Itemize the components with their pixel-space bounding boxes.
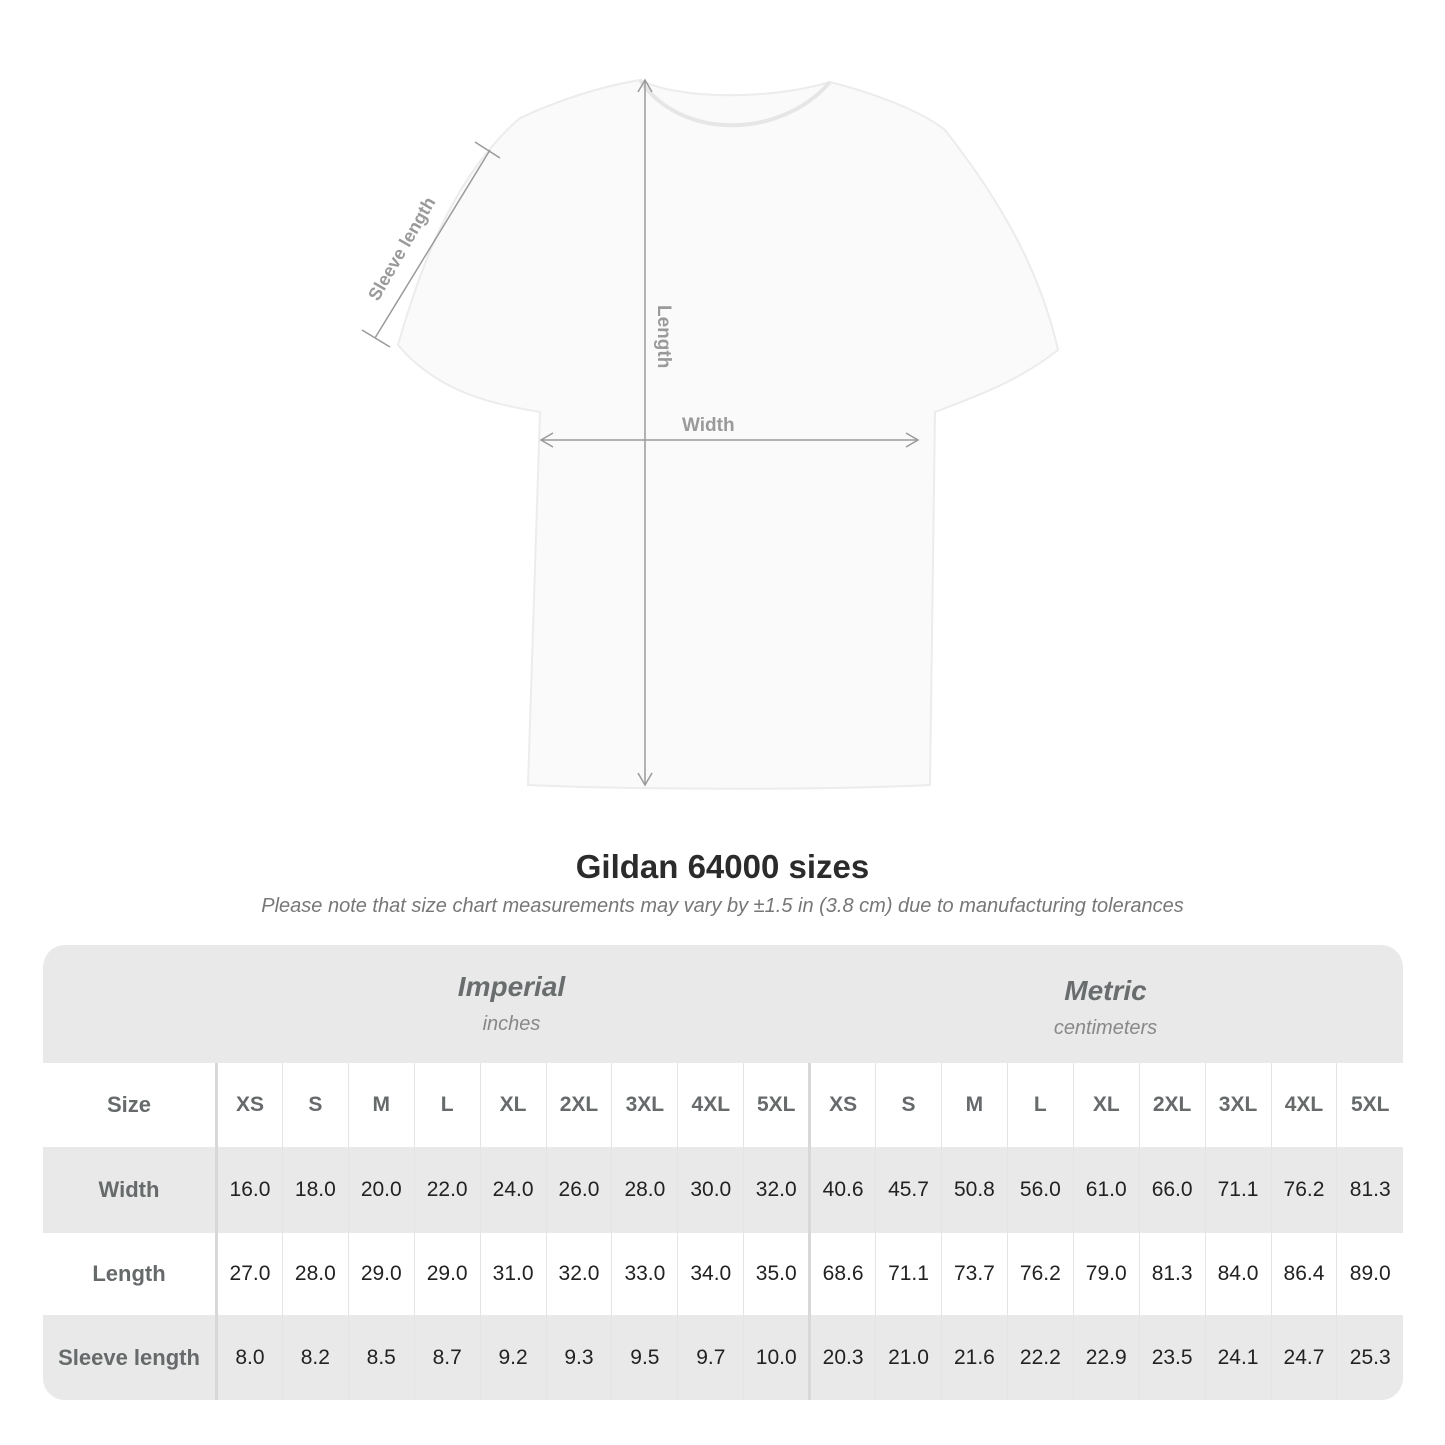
imperial-value: 9.2 <box>479 1315 547 1400</box>
imperial-size-xl: XL <box>479 1063 547 1147</box>
size-table-grid: Size XS S M L XL 2XL 3XL 4XL 5XL XS S M L XL 2XL 3XL 4XL 5… <box>43 1063 1403 1400</box>
imperial-value: 9.5 <box>611 1315 678 1400</box>
metric-size-4xl: 4XL <box>1270 1063 1337 1147</box>
row-label: Width <box>43 1147 218 1233</box>
metric-value: 76.2 <box>1006 1233 1074 1315</box>
imperial-value: 10.0 <box>743 1315 810 1400</box>
imperial-value: 28.0 <box>611 1147 678 1233</box>
imperial-value: 16.0 <box>216 1147 283 1233</box>
imperial-header: Imperial inches <box>215 945 808 1063</box>
imperial-value: 24.0 <box>479 1147 547 1233</box>
imperial-heading: Imperial <box>457 971 566 1002</box>
imperial-value: 35.0 <box>743 1233 810 1315</box>
metric-value: 20.3 <box>808 1315 876 1400</box>
metric-header: Metric centimeters <box>808 945 1403 1063</box>
tshirt-diagram: Sleeve length Length Width <box>361 78 1060 790</box>
metric-value: 24.1 <box>1204 1315 1271 1400</box>
metric-size-xs: XS <box>808 1063 876 1147</box>
tolerance-note: Please note that size chart measurements… <box>261 895 1184 917</box>
metric-value: 81.3 <box>1138 1233 1206 1315</box>
tshirt-image <box>396 78 1060 790</box>
metric-value: 45.7 <box>875 1147 942 1233</box>
size-label: Size <box>43 1063 218 1147</box>
metric-size-5xl: 5XL <box>1336 1063 1403 1147</box>
metric-value: 66.0 <box>1138 1147 1206 1233</box>
imperial-value: 8.0 <box>216 1315 283 1400</box>
imperial-value: 9.3 <box>545 1315 612 1400</box>
imperial-value: 28.0 <box>281 1233 349 1315</box>
imperial-value: 32.0 <box>743 1147 810 1233</box>
metric-value: 24.7 <box>1270 1315 1337 1400</box>
table-row: Sleeve length 8.0 8.2 8.5 8.7 9.2 9.3 9.5 9.7 10.… <box>43 1315 1403 1400</box>
imperial-value: 22.0 <box>413 1147 481 1233</box>
imperial-value: 8.7 <box>413 1315 481 1400</box>
metric-value: 79.0 <box>1072 1233 1140 1315</box>
imperial-size-4xl: 4XL <box>677 1063 744 1147</box>
metric-size-xl: XL <box>1072 1063 1140 1147</box>
table-row: Length 27.0 28.0 29.0 29.0 31.0 32.0 33.0 34.0 35… <box>43 1233 1403 1315</box>
metric-size-l: L <box>1006 1063 1074 1147</box>
metric-value: 89.0 <box>1336 1233 1403 1315</box>
imperial-value: 26.0 <box>545 1147 612 1233</box>
row-label: Length <box>43 1233 218 1315</box>
metric-value: 50.8 <box>940 1147 1008 1233</box>
metric-value: 71.1 <box>1204 1147 1271 1233</box>
imperial-size-xs: XS <box>216 1063 283 1147</box>
size-table: Imperial inches Metric centimeters Size X… <box>43 945 1403 1400</box>
imperial-unit: inches <box>482 1013 541 1035</box>
imperial-value: 31.0 <box>479 1233 547 1315</box>
metric-value: 56.0 <box>1006 1147 1074 1233</box>
metric-value: 76.2 <box>1270 1147 1337 1233</box>
imperial-size-m: M <box>347 1063 415 1147</box>
imperial-value: 32.0 <box>545 1233 612 1315</box>
imperial-value: 8.2 <box>281 1315 349 1400</box>
metric-heading: Metric <box>1064 975 1147 1006</box>
metric-size-s: S <box>875 1063 942 1147</box>
metric-value: 86.4 <box>1270 1233 1337 1315</box>
metric-value: 40.6 <box>808 1147 876 1233</box>
metric-value: 61.0 <box>1072 1147 1140 1233</box>
metric-value: 84.0 <box>1204 1233 1271 1315</box>
width-label: Width <box>682 415 735 436</box>
metric-value: 25.3 <box>1336 1315 1403 1400</box>
metric-value: 81.3 <box>1336 1147 1403 1233</box>
imperial-value: 20.0 <box>347 1147 415 1233</box>
imperial-size-3xl: 3XL <box>611 1063 678 1147</box>
imperial-value: 30.0 <box>677 1147 744 1233</box>
metric-value: 21.0 <box>875 1315 942 1400</box>
row-label: Sleeve length <box>43 1315 218 1400</box>
size-header-row: Size XS S M L XL 2XL 3XL 4XL 5XL XS S M L XL 2XL 3XL 4XL 5… <box>43 1063 1403 1147</box>
imperial-size-s: S <box>281 1063 349 1147</box>
page-title: Gildan 64000 sizes <box>575 848 870 885</box>
metric-value: 22.9 <box>1072 1315 1140 1400</box>
metric-value: 22.2 <box>1006 1315 1074 1400</box>
table-row: Width 16.0 18.0 20.0 22.0 24.0 26.0 28.0 30.0 32.… <box>43 1147 1403 1233</box>
imperial-size-l: L <box>413 1063 481 1147</box>
metric-size-m: M <box>940 1063 1008 1147</box>
imperial-value: 27.0 <box>216 1233 283 1315</box>
metric-size-3xl: 3XL <box>1204 1063 1271 1147</box>
metric-value: 71.1 <box>875 1233 942 1315</box>
metric-unit: centimeters <box>1053 1017 1158 1039</box>
imperial-value: 29.0 <box>413 1233 481 1315</box>
imperial-value: 9.7 <box>677 1315 744 1400</box>
imperial-value: 8.5 <box>347 1315 415 1400</box>
metric-value: 73.7 <box>940 1233 1008 1315</box>
metric-size-2xl: 2XL <box>1138 1063 1206 1147</box>
length-label: Length <box>653 305 674 368</box>
imperial-size-2xl: 2XL <box>545 1063 612 1147</box>
metric-value: 68.6 <box>808 1233 876 1315</box>
imperial-value: 18.0 <box>281 1147 349 1233</box>
metric-value: 21.6 <box>940 1315 1008 1400</box>
metric-value: 23.5 <box>1138 1315 1206 1400</box>
imperial-value: 33.0 <box>611 1233 678 1315</box>
imperial-size-5xl: 5XL <box>743 1063 810 1147</box>
imperial-value: 34.0 <box>677 1233 744 1315</box>
imperial-value: 29.0 <box>347 1233 415 1315</box>
